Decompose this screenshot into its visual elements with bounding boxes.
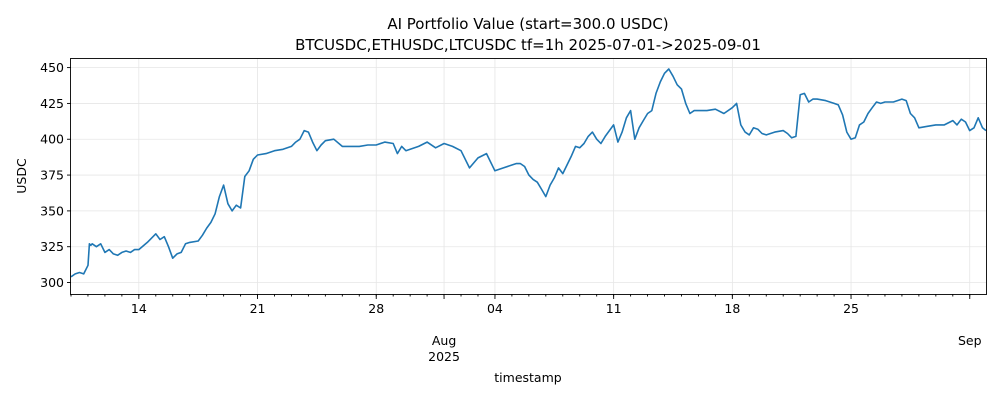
- y-tick-label: 375: [40, 168, 64, 183]
- x-tick-label: 25: [843, 301, 859, 316]
- y-tick-label: 450: [40, 60, 64, 75]
- x-axis-label: timestamp: [494, 370, 561, 385]
- x-tick-month-label: Sep: [958, 333, 982, 348]
- x-tick-year-label: 2025: [428, 349, 460, 364]
- x-tick-label: 21: [250, 301, 266, 316]
- y-tick-label: 325: [40, 239, 64, 254]
- x-tick-label: 18: [724, 301, 740, 316]
- x-tick-label: 28: [368, 301, 384, 316]
- x-tick-label: 04: [487, 301, 503, 316]
- chart-title: AI Portfolio Value (start=300.0 USDC): [387, 15, 668, 33]
- x-tick-label: 14: [131, 301, 147, 316]
- y-tick-label: 350: [40, 203, 64, 218]
- x-tick-label: 11: [606, 301, 622, 316]
- plot-frame: [70, 58, 987, 295]
- x-tick-month-label: Aug: [432, 333, 456, 348]
- portfolio-value-line: [70, 68, 987, 278]
- y-tick-label: 425: [40, 96, 64, 111]
- y-axis-label: USDC: [14, 158, 29, 194]
- chart-subtitle: BTCUSDC,ETHUSDC,LTCUSDC tf=1h 2025-07-01…: [295, 36, 761, 54]
- y-tick-label: 400: [40, 132, 64, 147]
- grid-layer: [71, 59, 986, 294]
- series-layer: [70, 68, 987, 278]
- y-tick-label: 300: [40, 275, 64, 290]
